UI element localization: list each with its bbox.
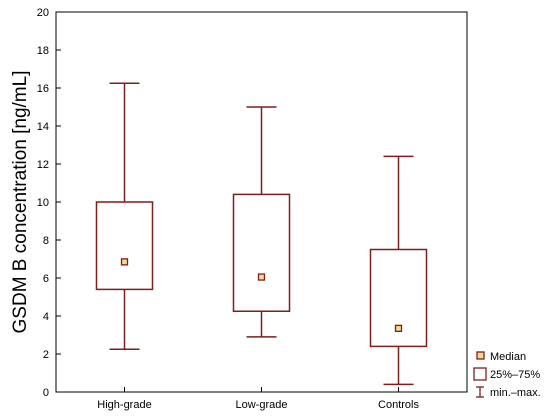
legend-whisker-label: min.–max. [490, 387, 541, 399]
legend-box-swatch [473, 367, 487, 381]
legend-box-label: 25%–75% [490, 369, 540, 381]
median-marker-controls [394, 324, 403, 333]
legend-median-label: Median [490, 351, 526, 363]
y-tick-label-16: 16 [37, 83, 49, 95]
category-label-controls: Controls [378, 399, 419, 411]
y-tick-label-8: 8 [43, 235, 49, 247]
box-high-grade [95, 82, 154, 392]
boxes-group [95, 82, 428, 392]
y-tick-label-20: 20 [37, 7, 49, 19]
y-tick-label-2: 2 [43, 349, 49, 361]
y-tick-label-6: 6 [43, 273, 49, 285]
y-tick-label-0: 0 [43, 387, 49, 399]
y-tick-label-14: 14 [37, 121, 49, 133]
category-labels: High-grade Low-grade Controls [97, 399, 419, 411]
y-axis-ticks [56, 11, 61, 393]
median-marker-low-grade [257, 273, 266, 281]
y-tick-label-4: 4 [43, 311, 49, 323]
y-axis-tick-labels: 0 2 4 6 8 10 12 14 16 18 20 [37, 7, 49, 399]
legend-median-swatch [476, 351, 485, 360]
iqr-box-high-grade [95, 201, 154, 291]
legend-whisker-swatch [476, 386, 484, 398]
legend: Median 25%–75% min.–max. [473, 351, 541, 399]
category-label-high-grade: High-grade [97, 399, 151, 411]
box-low-grade [232, 106, 291, 392]
median-marker-high-grade [120, 258, 129, 266]
iqr-box-low-grade [232, 193, 291, 312]
box-controls [369, 155, 428, 392]
category-label-low-grade: Low-grade [236, 399, 288, 411]
y-tick-label-18: 18 [37, 45, 49, 57]
y-axis-label: GSDM B concentration [ng/mL] [10, 71, 31, 334]
y-tick-label-10: 10 [37, 197, 49, 209]
y-tick-label-12: 12 [37, 159, 49, 171]
